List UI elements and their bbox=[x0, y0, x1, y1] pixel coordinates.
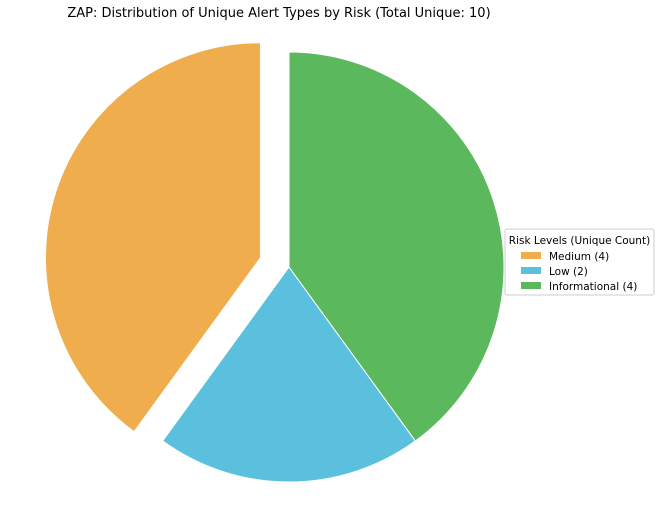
legend-title: Risk Levels (Unique Count) bbox=[509, 235, 650, 247]
pie-slices bbox=[44, 42, 505, 483]
chart-title: ZAP: Distribution of Unique Alert Types … bbox=[67, 6, 490, 21]
pie-slice-medium bbox=[44, 42, 261, 433]
legend-label-low: Low (2) bbox=[549, 266, 588, 278]
pie-slice-informational bbox=[288, 51, 505, 442]
legend-swatch-low bbox=[521, 267, 541, 274]
legend-swatch-informational bbox=[521, 282, 541, 289]
legend-swatch-medium bbox=[521, 252, 541, 259]
legend-label-informational: Informational (4) bbox=[549, 281, 637, 293]
legend: Risk Levels (Unique Count) Medium (4) Low… bbox=[504, 228, 655, 296]
legend-entries: Medium (4) Low (2) Informational (4) bbox=[521, 251, 637, 293]
legend-label-medium: Medium (4) bbox=[549, 251, 609, 263]
legend-frame bbox=[504, 228, 655, 296]
pie-slice-low bbox=[161, 266, 417, 483]
